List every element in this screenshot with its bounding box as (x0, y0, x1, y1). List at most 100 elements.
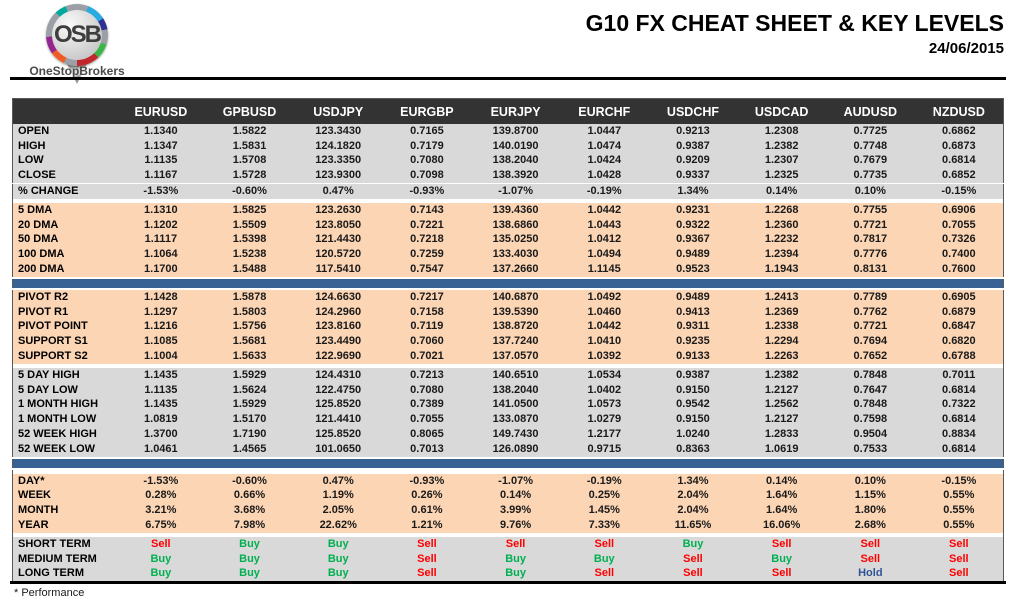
cell-audusd: 0.7817 (826, 232, 915, 248)
onestopbrokers-logo: OSB OneStopBrokers (22, 4, 132, 84)
table-row-week: WEEK 0.28% 0.66% 1.19% 0.26% 0.14% 0.25% 2.04% 1… (12, 488, 1004, 504)
cell-eurgbp: 0.7013 (382, 441, 472, 458)
cell-eurjpy: 133.4030 (471, 247, 560, 263)
cell-eurusd: 1.0461 (116, 441, 206, 458)
cell-usdjpy: 123.9300 (293, 168, 383, 184)
cell-nzdusd: 0.7326 (914, 232, 1004, 248)
row-label: 1 MONTH LOW (12, 412, 117, 428)
cell-gpbusd: -0.60% (205, 183, 294, 199)
cell-audusd: 0.7748 (826, 138, 915, 154)
cell-nzdusd: 0.6906 (914, 202, 1004, 218)
cell-gpbusd: 1.5488 (205, 262, 294, 278)
cell-usdjpy: 0.47% (293, 473, 383, 489)
cell-eurjpy: 0.14% (471, 488, 560, 504)
cell-usdcad: 1.2382 (737, 138, 826, 154)
cell-audusd: 0.7598 (826, 412, 915, 428)
cell-gpbusd: Buy (205, 551, 294, 567)
cell-eurchf: 1.0442 (559, 202, 649, 218)
section-gap (12, 363, 1004, 368)
cell-eurjpy: 138.2040 (471, 153, 560, 169)
cell-eurgbp: Sell (382, 536, 472, 552)
cell-audusd: 0.7721 (826, 319, 915, 335)
cell-usdchf: Sell (648, 551, 738, 567)
cell-eurusd: Sell (116, 536, 206, 552)
column-header-eurusd: EURUSD (116, 98, 206, 124)
section-gap-cell (12, 532, 1004, 537)
cell-eurchf: 1.0424 (559, 153, 649, 169)
cell-eurchf: 1.0534 (559, 367, 649, 383)
cell-eurusd: 1.1347 (116, 138, 206, 154)
row-label: 20 DMA (12, 217, 117, 233)
cell-eurgbp: 0.7060 (382, 334, 472, 350)
cell-nzdusd: -0.15% (914, 473, 1004, 489)
table-row-1-month-high: 1 MONTH HIGH 1.1435 1.5929 125.8520 0.7389 14… (12, 397, 1004, 413)
logo-brand-name: OneStopBrokers (29, 64, 125, 78)
cell-audusd: 2.68% (826, 518, 915, 533)
cell-eurjpy: 138.6860 (471, 217, 560, 233)
cell-audusd: 0.7694 (826, 334, 915, 350)
cell-gpbusd: 1.5624 (205, 382, 294, 398)
cell-audusd: 0.7848 (826, 397, 915, 413)
cell-eurgbp: 0.7217 (382, 288, 472, 305)
cell-nzdusd: 0.6814 (914, 412, 1004, 428)
cell-eurjpy: 126.0890 (471, 441, 560, 458)
page-title: G10 FX CHEAT SHEET & KEY LEVELS (585, 10, 1004, 36)
cell-eurchf: 7.33% (559, 518, 649, 533)
cell-eurchf: 1.1145 (559, 262, 649, 278)
row-label: HIGH (12, 138, 117, 154)
cell-eurusd: Buy (116, 551, 206, 567)
cell-nzdusd: 0.6873 (914, 138, 1004, 154)
cell-eurchf: 1.0447 (559, 124, 649, 139)
cell-eurjpy: 138.2040 (471, 382, 560, 398)
cell-eurjpy: 137.7240 (471, 334, 560, 350)
cell-eurusd: 1.1700 (116, 262, 206, 278)
cell-eurchf: 1.0428 (559, 168, 649, 184)
cell-usdcad: 16.06% (737, 518, 826, 533)
cell-eurusd: Buy (116, 566, 206, 582)
cell-nzdusd: 0.55% (914, 488, 1004, 504)
cell-eurgbp: 1.21% (382, 518, 472, 533)
cell-eurchf: 1.2177 (559, 427, 649, 442)
cell-eurusd: 1.1428 (116, 288, 206, 305)
report-header: G10 FX CHEAT SHEET & KEY LEVELS 24/06/20… (586, 10, 1004, 57)
cell-eurusd: 6.75% (116, 518, 206, 533)
row-label: 5 DAY LOW (12, 382, 117, 398)
cell-eurusd: 1.3700 (116, 427, 206, 442)
cell-nzdusd: 0.6847 (914, 319, 1004, 335)
table-row-1-month-low: 1 MONTH LOW 1.0819 1.5170 121.4410 0.7055 133… (12, 412, 1004, 428)
cell-eurusd: 1.1202 (116, 217, 206, 233)
cell-eurgbp: 0.7021 (382, 349, 472, 364)
cell-eurjpy: 135.0250 (471, 232, 560, 248)
cell-nzdusd: 0.7400 (914, 247, 1004, 263)
cell-eurjpy: 149.7430 (471, 427, 560, 442)
cell-eurusd: 1.1216 (116, 319, 206, 335)
column-header-eurchf: EURCHF (559, 98, 649, 124)
cell-usdcad: 1.2833 (737, 427, 826, 442)
cell-eurgbp: Sell (382, 551, 472, 567)
cell-nzdusd: 0.6814 (914, 153, 1004, 169)
row-label: YEAR (12, 518, 117, 533)
row-label: 1 MONTH HIGH (12, 397, 117, 413)
cell-gpbusd: Buy (205, 566, 294, 582)
cell-usdchf: 0.9542 (648, 397, 738, 413)
cell-eurchf: 1.0279 (559, 412, 649, 428)
cell-usdjpy: 101.0650 (293, 441, 383, 458)
cell-audusd: 0.7789 (826, 288, 915, 305)
cell-nzdusd: 0.8834 (914, 427, 1004, 442)
cell-eurjpy: 133.0870 (471, 412, 560, 428)
cell-eurusd: 1.0819 (116, 412, 206, 428)
column-header-audusd: AUDUSD (826, 98, 915, 124)
cell-eurjpy: -1.07% (471, 183, 560, 199)
cell-usdchf: 0.9523 (648, 262, 738, 278)
cell-eurchf: 1.0573 (559, 397, 649, 413)
table-row-support-s1: SUPPORT S1 1.1085 1.5681 123.4490 0.7060 137.… (12, 334, 1004, 350)
row-label: 200 DMA (12, 262, 117, 278)
table-row-5-day-low: 5 DAY LOW 1.1135 1.5624 122.4750 0.7080 138.2… (12, 382, 1004, 398)
cell-usdcad: 1.2263 (737, 349, 826, 364)
table-row-5-dma: 5 DMA 1.1310 1.5825 123.2630 0.7143 139.4360 1… (12, 202, 1004, 218)
cell-nzdusd: 0.55% (914, 503, 1004, 519)
cell-eurchf: 1.45% (559, 503, 649, 519)
cell-usdjpy: 122.9690 (293, 349, 383, 364)
section-gap (12, 468, 1004, 474)
cell-audusd: 0.7776 (826, 247, 915, 263)
